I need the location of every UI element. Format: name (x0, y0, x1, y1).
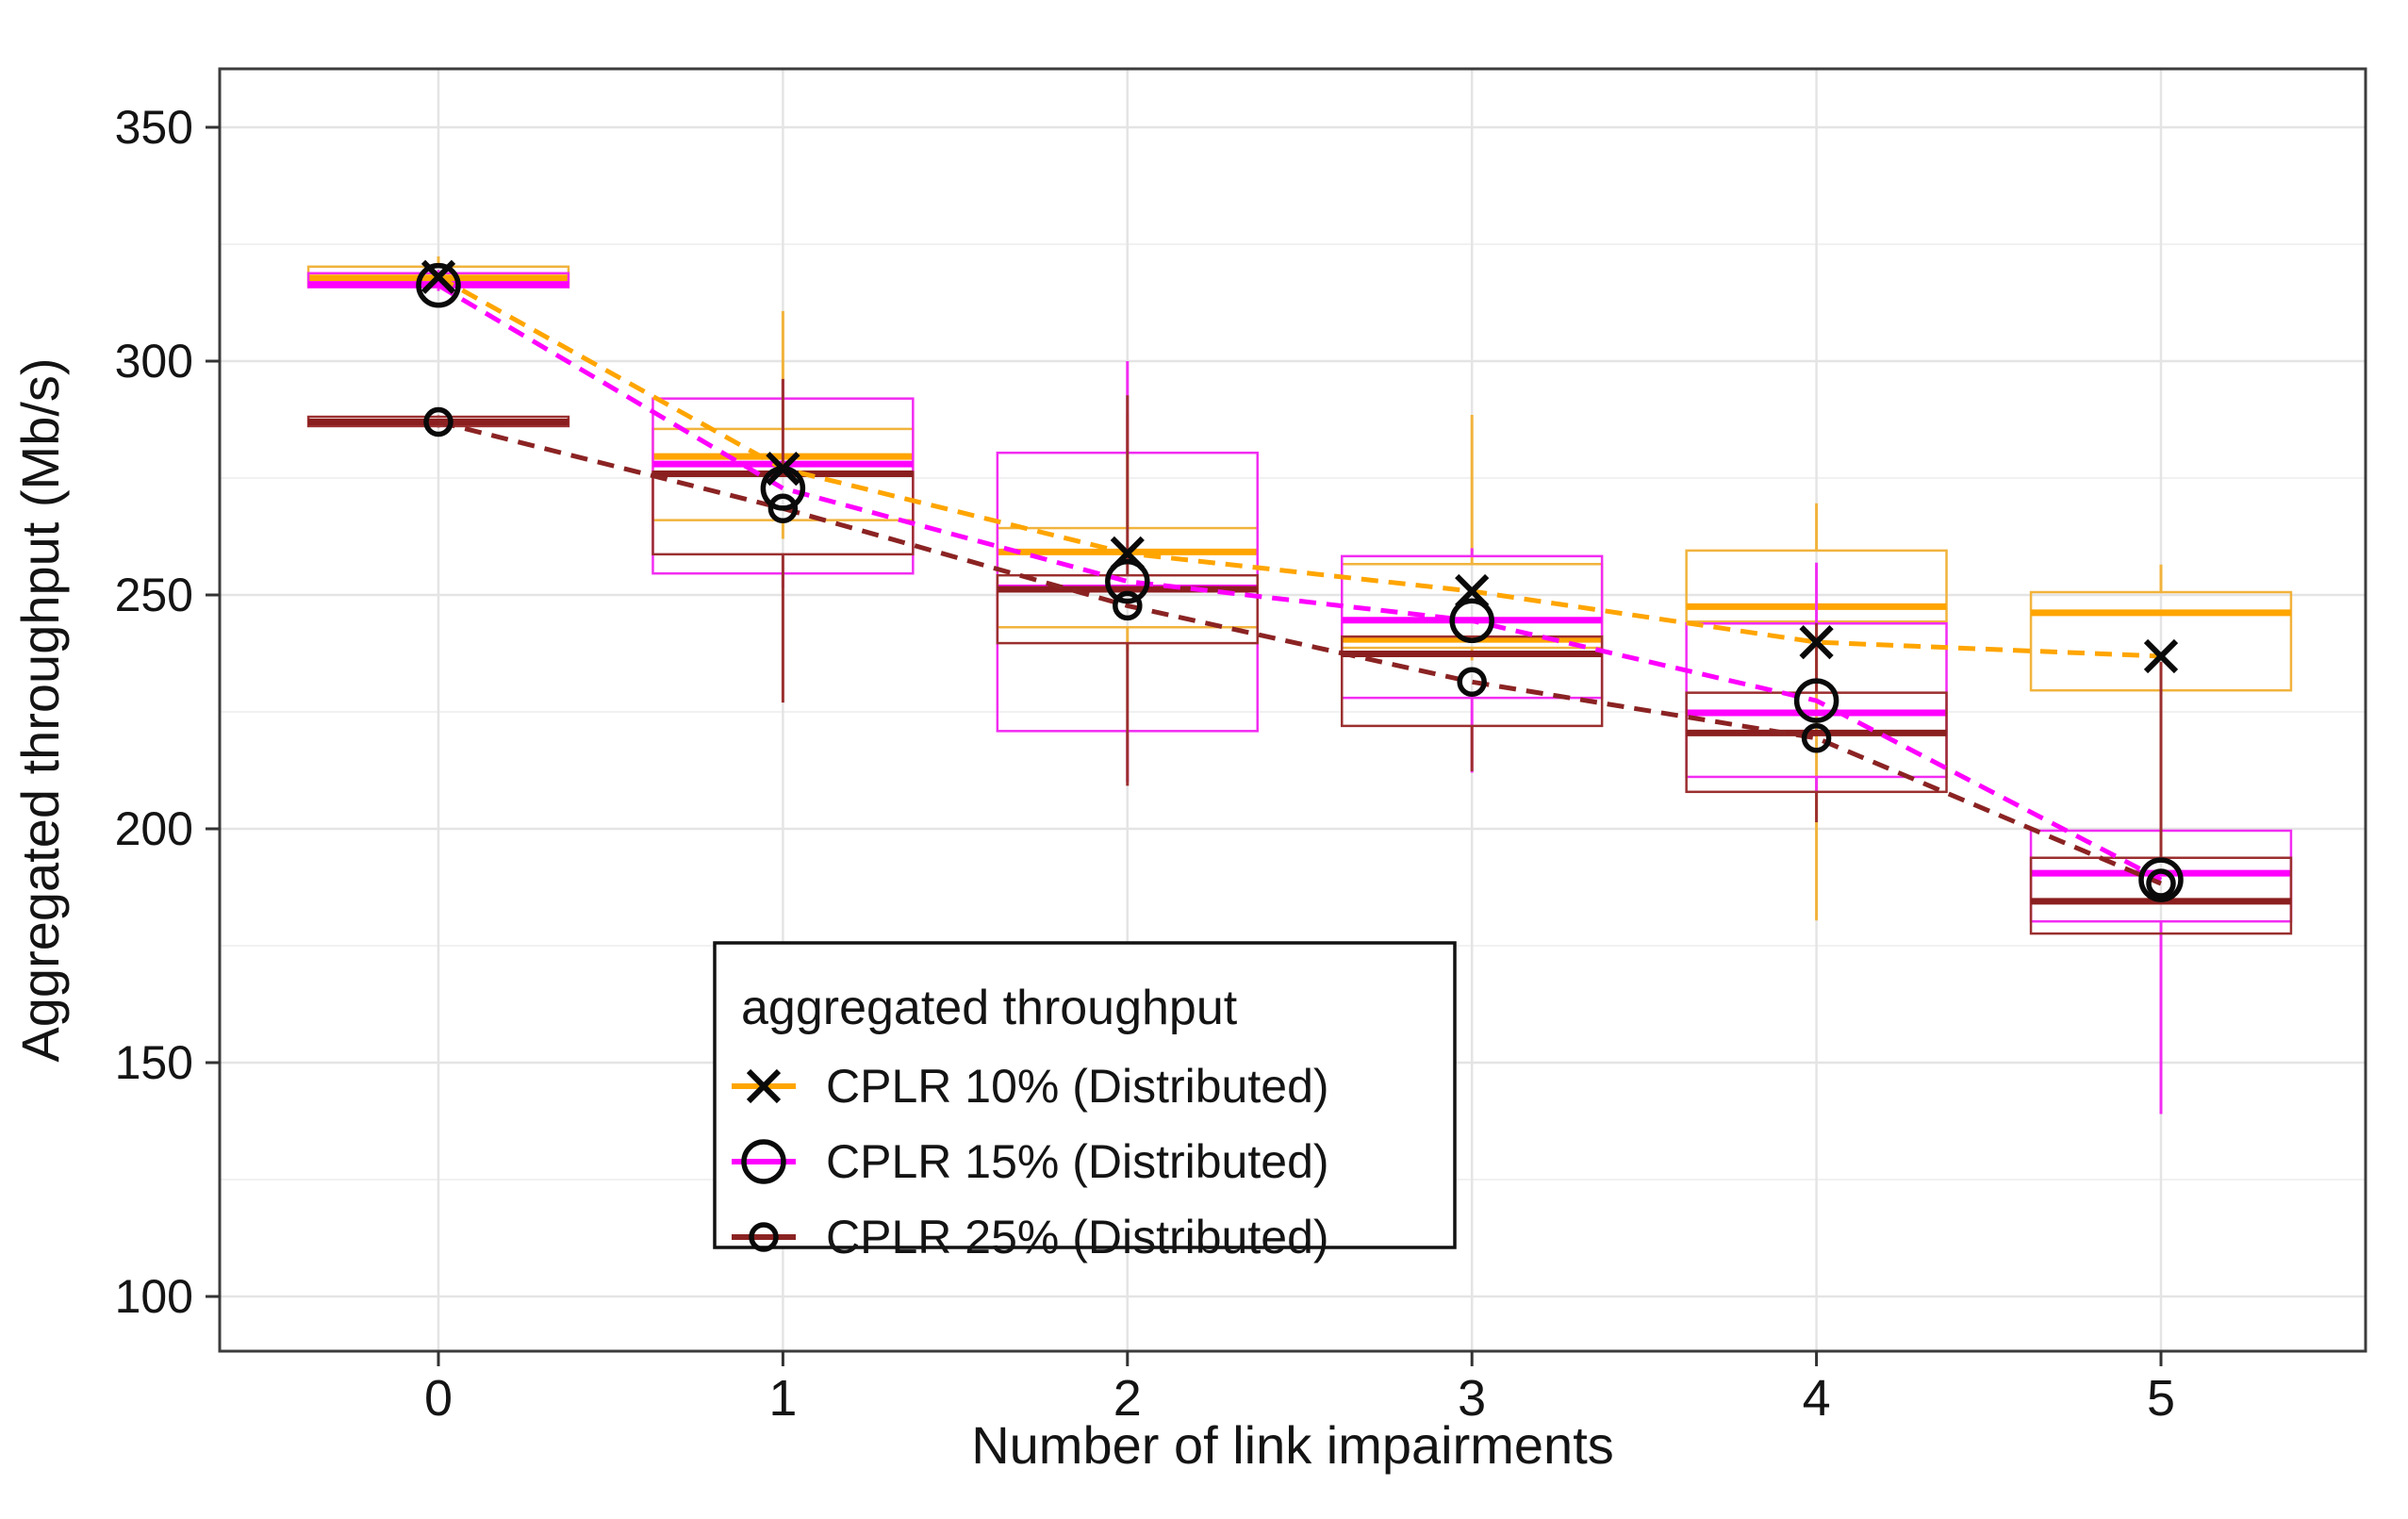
large-circle-marker-icon (1449, 598, 1494, 644)
y-axis: 100 150 200 250 300 350 (115, 101, 220, 1323)
mean-trend-line-3 (437, 420, 2162, 886)
small-circle-marker-icon (1801, 723, 1832, 753)
x-tick-label: 4 (1803, 1370, 1831, 1427)
mean-markers-series-2 (416, 262, 2184, 902)
y-tick-label: 300 (115, 335, 193, 388)
mean-trend-line-1 (437, 274, 2162, 659)
box (996, 573, 1259, 645)
legend-item-label: CPLR 25% (Distributed) (826, 1211, 1329, 1263)
large-circle-marker-icon (2138, 857, 2184, 902)
legend-box (713, 941, 1457, 1249)
y-axis-title: Aggregated throughput (Mb/s) (10, 357, 70, 1062)
x-tick-label: 2 (1113, 1370, 1142, 1427)
x-axis-title: Number of link impairments (971, 1415, 1614, 1475)
small-circle-marker-icon (1113, 590, 1143, 621)
x-tick-label: 1 (768, 1370, 797, 1427)
legend-item-2: CPLR 15% (Distributed) (732, 1135, 1329, 1188)
x-tick-label: 3 (1458, 1370, 1486, 1427)
small-circle-marker-icon (767, 493, 799, 523)
small-circle-marker-icon (1457, 667, 1487, 698)
mean-markers-series-3 (423, 406, 2176, 899)
legend-item-1: CPLR 10% (Distributed) (732, 1060, 1329, 1113)
large-circle-marker-icon (1105, 558, 1150, 604)
large-circle-marker-icon (760, 466, 806, 511)
box-group-x0 (306, 415, 570, 428)
panel-border (218, 67, 2367, 1353)
box-group-x2 (996, 395, 1259, 786)
x-marker-icon (2143, 638, 2179, 674)
large-circle-marker-icon (416, 262, 461, 308)
legend-item-label: CPLR 15% (Distributed) (826, 1135, 1329, 1188)
y-tick-label: 250 (115, 569, 193, 621)
legend: aggregated throughput CPLR 10% (Distribut… (713, 941, 1457, 1263)
x-marker-icon (746, 1068, 782, 1104)
y-tick-label: 200 (115, 802, 193, 855)
y-tick-label: 350 (115, 101, 193, 154)
x-axis: 0 1 2 3 4 5 (424, 1351, 2175, 1427)
small-circle-marker-icon (749, 1222, 779, 1252)
small-circle-marker-icon (423, 406, 454, 438)
mean-trend-line-2 (437, 283, 2163, 883)
x-tick-label: 5 (2147, 1370, 2175, 1427)
box (1341, 635, 1604, 728)
legend-item-label: CPLR 10% (Distributed) (826, 1060, 1329, 1113)
y-tick-label: 100 (115, 1270, 193, 1323)
box-group-x4 (1685, 622, 1948, 823)
legend-title: aggregated throughput (741, 981, 1238, 1035)
y-tick-label: 150 (115, 1036, 193, 1089)
box-group-x3 (1341, 635, 1604, 771)
x-tick-label: 0 (424, 1370, 453, 1427)
box (1341, 554, 1604, 700)
small-circle-marker-icon (2146, 868, 2176, 899)
large-circle-marker-icon (1793, 678, 1839, 723)
box (1685, 691, 1948, 794)
legend-item-3: CPLR 25% (Distributed) (732, 1211, 1329, 1263)
x-marker-icon (1799, 624, 1834, 660)
large-circle-marker-icon (741, 1139, 786, 1184)
